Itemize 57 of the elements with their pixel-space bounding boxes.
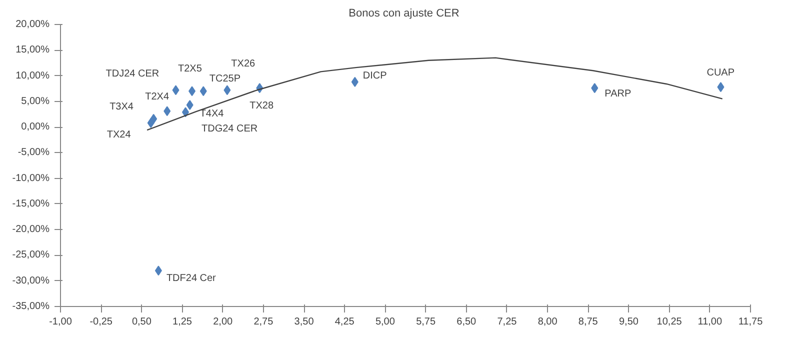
point [172, 85, 180, 96]
y-tick-label: -15,00% [12, 198, 50, 210]
y-tick-label: 20,00% [16, 19, 50, 30]
annotation: TX24 [106, 129, 132, 140]
x-tick-label: 6,50 [456, 316, 477, 328]
y-tick-label: -35,00% [12, 301, 50, 312]
point [164, 106, 171, 116]
chart-title: Bonos con ajuste CER [348, 8, 460, 20]
point [591, 83, 598, 94]
point [717, 82, 724, 92]
x-tick-label: 11,00 [698, 316, 722, 328]
x-tick-label: 5,75 [416, 316, 436, 328]
point [224, 85, 231, 96]
point [154, 266, 162, 276]
x-tick-label: 8,00 [538, 316, 558, 328]
annotation: CUAP [706, 68, 735, 79]
annotation: TDJ24 CER [106, 68, 160, 80]
annotation: TDG24 CER [202, 124, 258, 135]
annotation: T2X5 [178, 64, 202, 75]
annotation: TDF24 Cer [166, 273, 217, 284]
y-tick-label: -20,00% [12, 224, 50, 236]
annotation: T3X4 [110, 101, 134, 112]
x-tick-label: 5,00 [375, 316, 396, 328]
y-tick-label: 0,00% [21, 122, 50, 133]
annotation: TC25P [209, 74, 241, 85]
x-tick-label: 1,25 [172, 316, 192, 328]
x-tick-label: 4,25 [334, 316, 355, 328]
x-tick-label: 7,25 [497, 316, 518, 328]
annotation: PARP [604, 88, 632, 100]
x-tick-label: 0,50 [132, 316, 152, 328]
point [186, 100, 194, 110]
x-tick-label: 2,00 [213, 316, 234, 328]
x-tick-label: 9,50 [619, 316, 639, 328]
point [200, 86, 207, 96]
x-tick-label: -0,25 [90, 316, 113, 328]
point [188, 86, 196, 96]
point [150, 114, 158, 124]
annotation: TX26 [231, 58, 256, 70]
x-tick-label: 8,75 [578, 316, 598, 328]
x-tick-label: 2,75 [254, 316, 274, 328]
annotation: DICP [362, 70, 388, 82]
y-tick-label: 15,00% [16, 44, 50, 56]
x-tick-label: 3,50 [294, 316, 314, 328]
x-tick-label: 11,75 [738, 316, 764, 328]
x-tick-label: -1,00 [49, 316, 72, 328]
annotation: T4X4 [200, 108, 224, 120]
y-tick-label: 10,00% [16, 70, 50, 82]
y-tick-label: 5,00% [21, 96, 50, 107]
y-tick-label: -30,00% [12, 275, 50, 286]
y-tick-label: -25,00% [12, 250, 50, 261]
y-tick-label: -10,00% [12, 172, 50, 184]
point [182, 107, 190, 118]
annotation: TX28 [250, 100, 274, 112]
annotation: T2X4 [145, 92, 170, 103]
y-tick-label: -5,00% [18, 147, 50, 158]
x-tick-label: 10,25 [656, 316, 682, 328]
point [351, 76, 358, 87]
